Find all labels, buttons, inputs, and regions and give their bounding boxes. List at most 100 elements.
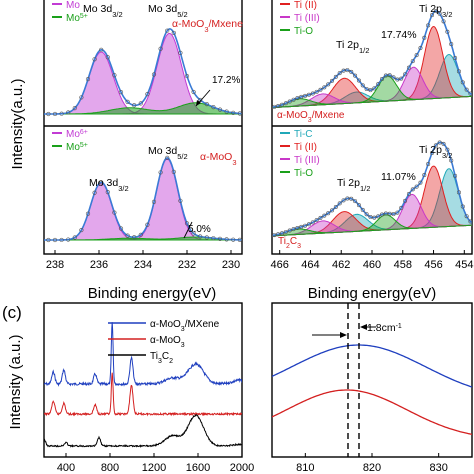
b-bottom-point [414, 184, 419, 189]
c-ticklabel-3: 1600 [186, 462, 210, 474]
b-bottom-point [418, 180, 423, 185]
a-ticklabel-4: 230 [222, 259, 240, 271]
b-bottom-point [356, 203, 361, 208]
panel-b: Ti (II) Ti (III) Ti-O Ti-C Ti (II) Ti (I… [271, 0, 473, 302]
b-bottom-point [368, 215, 373, 220]
a-bottom-point [204, 235, 209, 240]
b-top-point [364, 86, 369, 91]
a-ticklabel-0: 238 [46, 259, 64, 271]
a-top-point [112, 73, 117, 78]
b-top-point [395, 77, 400, 82]
panel-a-ylabel: Intensity(a.u.) [9, 79, 26, 170]
panel-a-xlabel: Binding energy(eV) [88, 285, 216, 302]
a-ticklabel-3: 232 [178, 259, 196, 271]
panel-a-xticks: 238 236 234 232 230 [46, 250, 240, 271]
label-ti2p32-b: Ti 2p3/2 [419, 144, 452, 160]
a-top-point [59, 111, 64, 116]
b-bottom-point [453, 173, 458, 178]
b-top-point [437, 11, 442, 16]
legend-mo5-b: Mo5+ [66, 142, 88, 154]
b-top-point [318, 87, 323, 92]
legend-tio-b: Ti-O [294, 168, 313, 179]
b-top-point [287, 99, 292, 104]
a-bottom-point [217, 236, 223, 241]
a-bottom-point [132, 235, 137, 240]
b-top-point [449, 42, 454, 47]
b-top-point [379, 76, 384, 81]
legend-mo6-b: Mo6+ [66, 129, 88, 141]
b-bottom-point [279, 231, 284, 236]
c-ticklabel-0: 400 [57, 462, 75, 474]
b-top-point [456, 69, 461, 74]
a-bottom-point [99, 180, 104, 185]
b-bottom-point [399, 205, 404, 210]
arrow-pct-b [183, 221, 193, 239]
panel-d-xticks: 810 820 830 [296, 453, 448, 474]
b-bottom-point [276, 232, 281, 237]
b-bottom-envelope [272, 141, 472, 237]
b-top-point [391, 75, 396, 80]
a-top-point [99, 47, 104, 52]
a-ticklabel-2: 234 [134, 259, 152, 271]
label-sample-a: α-MoO3/Mxene [172, 18, 243, 34]
a-bottom-point [59, 237, 64, 243]
b-ticklabel-1: 464 [301, 259, 319, 271]
a-bottom-point [125, 233, 130, 238]
b-top-point [306, 92, 311, 97]
a-bottom-point [198, 234, 203, 239]
b-bottom-point [295, 225, 300, 230]
b-ticklabel-6: 454 [455, 259, 473, 271]
b-top-point [310, 91, 315, 96]
b-bottom-point [310, 220, 315, 225]
a-bottom-point [112, 210, 117, 215]
b-bottom-point [387, 211, 392, 216]
a-top-point [125, 99, 130, 104]
a-top-point [178, 50, 183, 55]
b-top-point [356, 78, 361, 83]
b-top-point [349, 69, 354, 74]
panel-a: Mo Mo5+ Mo6+ Mo5+ Mo 3d3/2 Mo 3d5/2 α-Mo… [9, 0, 243, 302]
a-bottom-point [46, 237, 51, 243]
raman-ti-line [44, 414, 242, 448]
arrowhead-pct-a [196, 100, 201, 106]
b-top-point [383, 73, 388, 78]
arrowhead-shift-left [340, 332, 347, 338]
b-top-point [414, 53, 419, 58]
b-top-point [353, 73, 358, 78]
panel-c: (c) α-MoO3/MXene α-MoO3 Ti3C2 400 800 1200… [2, 302, 254, 474]
b-ticklabel-4: 458 [394, 259, 412, 271]
a-top-point [132, 103, 137, 108]
b-bottom-point [272, 233, 277, 238]
b-top-point [360, 83, 365, 88]
legend-raman-ti: Ti3C2 [150, 351, 173, 365]
panel-label-c: (c) [2, 303, 22, 322]
b-bottom-point [437, 140, 442, 145]
a-bottom-point [158, 170, 163, 175]
a-bottom-point [178, 198, 183, 203]
a-bottom-point [231, 237, 236, 242]
b-bottom-point [303, 223, 308, 228]
b-top-point [468, 91, 472, 96]
label-pct-a: 17.2% [212, 75, 240, 86]
a-top-point [204, 102, 209, 107]
zoom-mo-line [272, 389, 472, 436]
b-bottom-point [445, 147, 450, 152]
panel-c-ylabel: Intensity (a.u.) [7, 334, 24, 429]
a-bottom-mo6-peak-2 [44, 158, 242, 241]
b-top-point [314, 89, 319, 94]
b-top-point [441, 19, 446, 24]
legend-tio-a: Ti-O [294, 26, 313, 37]
b-top-point [376, 82, 381, 87]
a-top-point [191, 89, 196, 95]
b-bottom-point [364, 212, 369, 217]
b-top-point [299, 94, 304, 99]
legend-mo: Mo [66, 0, 80, 11]
a-top-point [237, 111, 242, 116]
b-top-point [464, 87, 469, 92]
a-top-point [224, 109, 229, 114]
a-top-point [40, 112, 44, 116]
b-top-point [418, 45, 423, 50]
b-top-point [329, 78, 334, 83]
b-bottom-point [449, 158, 454, 163]
panel-d-plot [272, 344, 472, 436]
